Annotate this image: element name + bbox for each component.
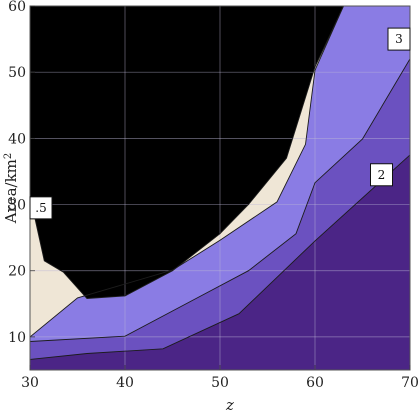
contour-regions	[30, 6, 410, 370]
contour-label: .5	[35, 201, 46, 215]
y-tick-label: 20	[8, 264, 26, 280]
contour-line-1	[30, 154, 410, 360]
x-tick-label: 50	[211, 375, 229, 391]
contour-labels: 32.5	[29, 27, 411, 220]
contour-line-2	[30, 58, 410, 342]
y-tick-label: 40	[8, 131, 26, 147]
contour-label: 3	[395, 32, 403, 46]
contour-label-box	[370, 163, 393, 187]
contour-label-box	[29, 196, 53, 220]
contour-line-3	[30, 6, 345, 338]
y-tick-label: 60	[8, 0, 26, 15]
y-tick-label: 30	[8, 198, 26, 214]
x-tick-label: 60	[306, 375, 324, 391]
y-tick-label: 50	[8, 65, 26, 81]
contour-label-box	[387, 27, 411, 51]
y-axis-title-main: Area/km	[2, 159, 20, 224]
contour-line-4	[34, 6, 344, 299]
axis-ticks: 30 40 50 60 70 10 20 30 40 50 60	[8, 0, 419, 391]
contour-label: 2	[378, 168, 386, 182]
x-tick-label: 70	[401, 375, 419, 391]
contour-lines	[30, 6, 410, 360]
x-axis-title: z	[225, 396, 234, 414]
y-axis-title: Area/km2	[2, 153, 20, 225]
y-tick-label: 10	[8, 330, 26, 346]
x-tick-label: 30	[21, 375, 39, 391]
x-tick-label: 40	[116, 375, 134, 391]
y-axis-title-sup: 2	[3, 153, 14, 159]
